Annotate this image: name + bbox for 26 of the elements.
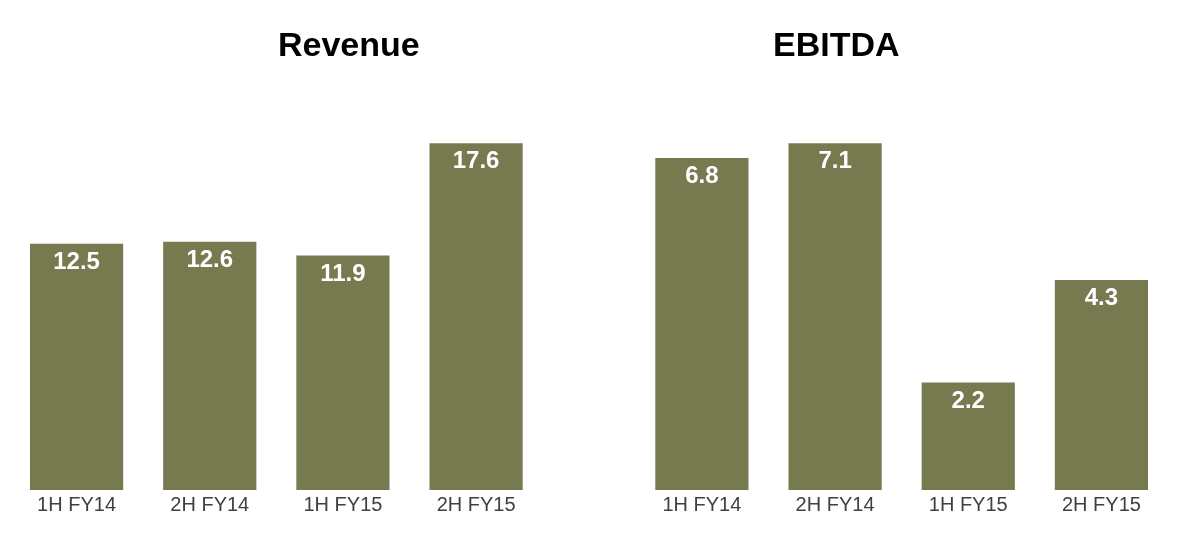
x-tick-label: 1H FY14 — [662, 493, 742, 515]
chart-title: EBITDA — [773, 25, 900, 63]
data-label: 12.6 — [186, 244, 234, 272]
bar — [788, 143, 882, 490]
data-label: 11.9 — [320, 258, 366, 286]
data-label: 6.8 — [685, 160, 719, 188]
data-label: 7.1 — [818, 146, 852, 174]
x-tick-label: 2H FY15 — [1061, 493, 1141, 515]
bar — [296, 255, 390, 490]
x-tick-label: 2H FY14 — [795, 493, 875, 515]
data-label: 17.6 — [452, 146, 500, 174]
data-label: 12.5 — [53, 246, 100, 274]
bar — [429, 143, 523, 490]
bar — [29, 243, 124, 490]
data-label: 4.3 — [1084, 283, 1119, 310]
x-tick-label: 1H FY14 — [37, 493, 117, 515]
bar — [163, 241, 257, 490]
data-label: 2.2 — [951, 385, 985, 413]
bar — [921, 382, 1015, 490]
x-tick-label: 2H FY14 — [170, 493, 250, 515]
x-tick-label: 2H FY15 — [436, 493, 516, 515]
bar — [655, 157, 749, 490]
x-tick-label: 1H FY15 — [303, 493, 383, 515]
chart-title: Revenue — [278, 25, 420, 63]
bar — [1054, 280, 1149, 490]
x-tick-label: 1H FY15 — [928, 493, 1008, 515]
